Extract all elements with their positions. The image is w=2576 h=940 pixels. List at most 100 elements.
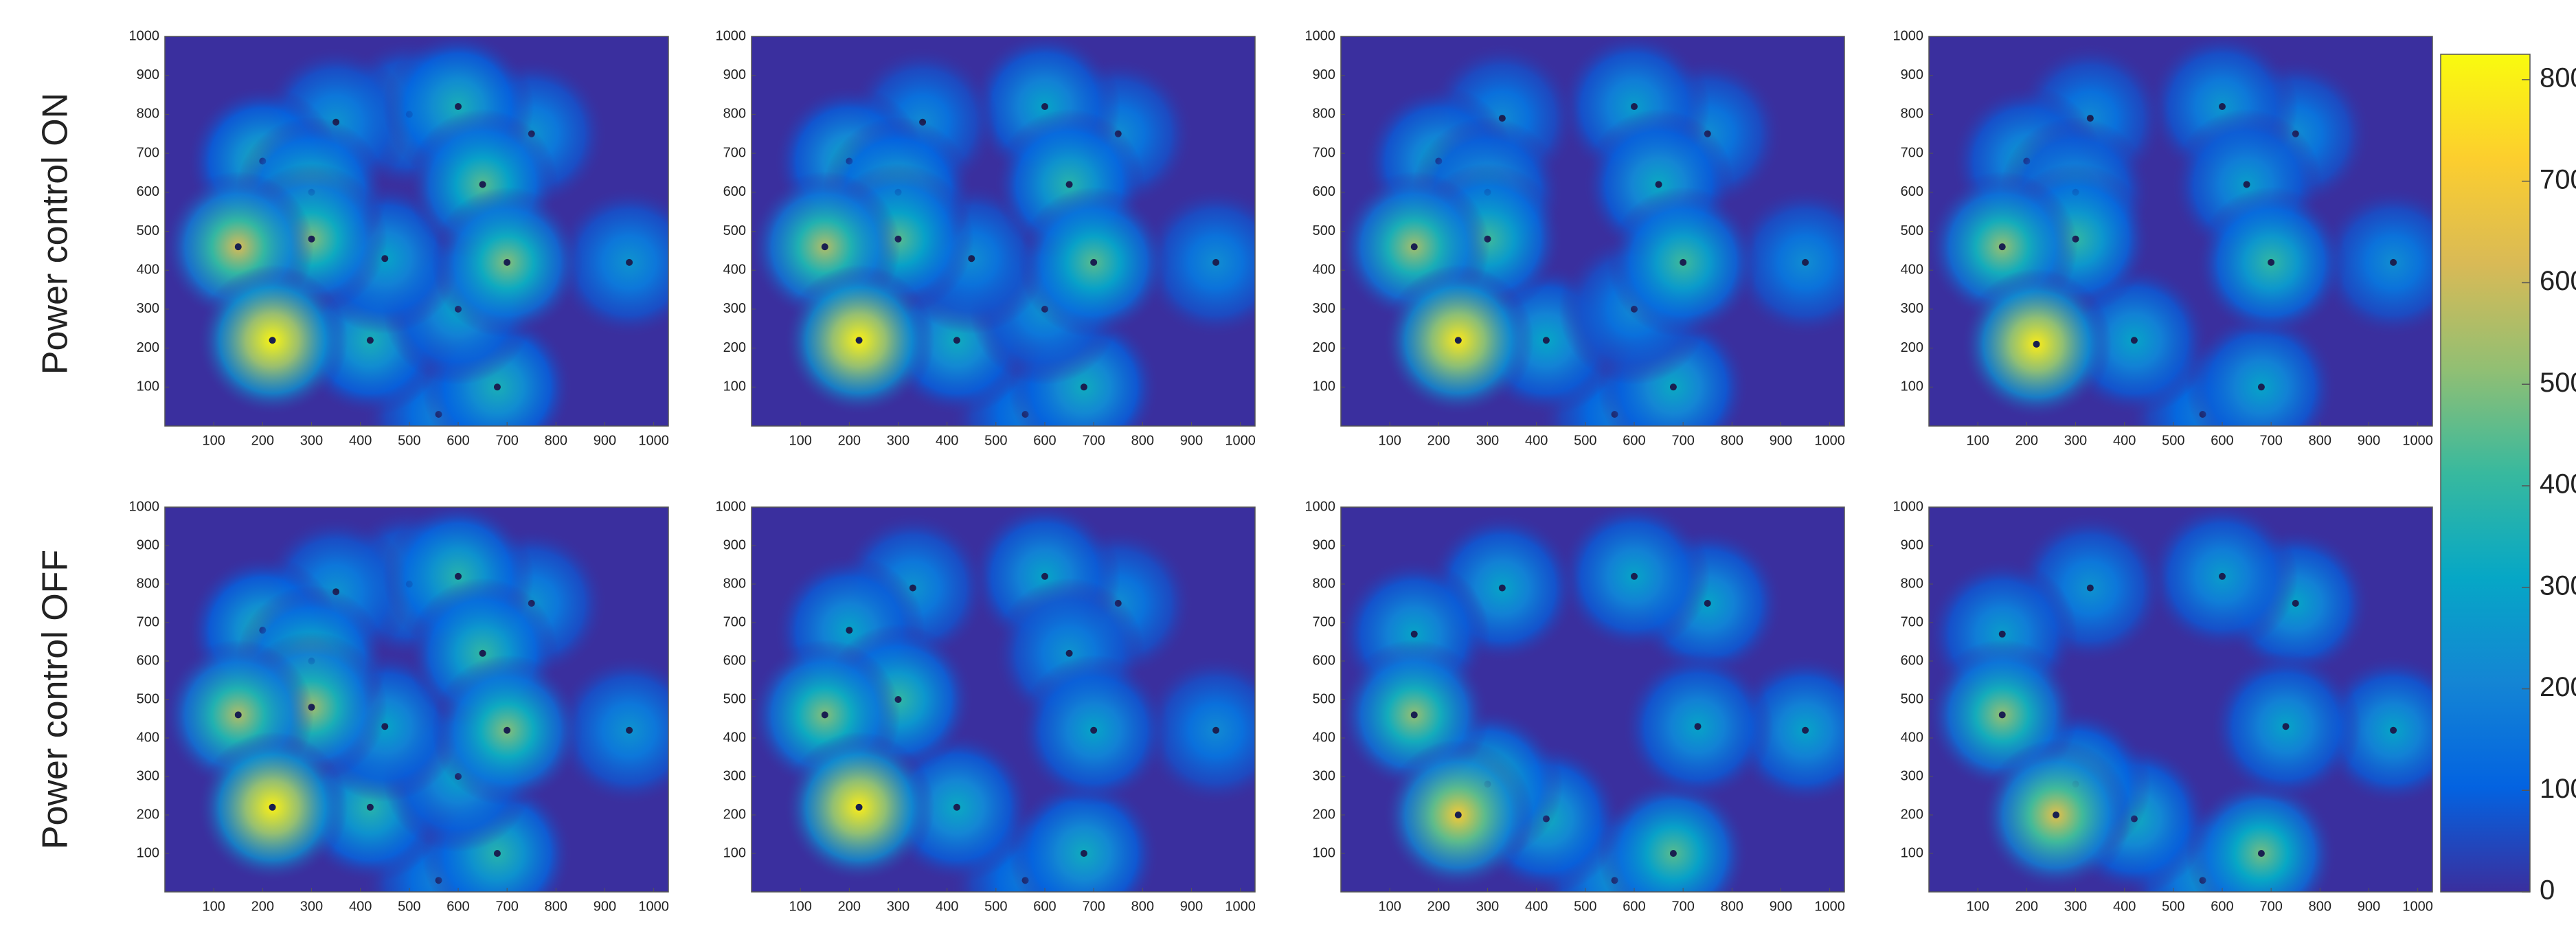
- x-tick-label: 100: [1966, 433, 1989, 448]
- node-dot: [1998, 630, 2006, 638]
- x-tick-label: 700: [2259, 433, 2282, 448]
- x-tick-label: 200: [838, 433, 861, 448]
- y-tick-label: 100: [723, 845, 746, 860]
- y-tick-label: 700: [1313, 145, 1335, 160]
- x-tick-label: 700: [1082, 899, 1105, 914]
- x-tick-label: 600: [1033, 433, 1056, 448]
- x-tick-label: 900: [2358, 433, 2380, 448]
- y-tick-label: 700: [1313, 614, 1335, 629]
- node-dot: [1410, 630, 1418, 638]
- node-dot: [269, 337, 276, 344]
- y-tick-label: 500: [1313, 691, 1335, 706]
- node-dot: [2257, 383, 2265, 391]
- hotspots: [165, 36, 668, 426]
- y-tick-label: 800: [723, 107, 746, 122]
- hotspot: [1598, 778, 1749, 892]
- hotspot: [1140, 654, 1255, 806]
- x-tick-label: 500: [2162, 433, 2184, 448]
- colorbar-tick-label: 200: [2540, 672, 2576, 702]
- x-tick-label: 1000: [1814, 433, 1845, 448]
- x-tick-label: 400: [1525, 433, 1548, 448]
- y-tick-label: 100: [137, 845, 159, 860]
- node-dot: [2218, 572, 2226, 580]
- x-tick-label: 700: [2259, 899, 2282, 914]
- node-dot: [821, 243, 828, 251]
- node-dot: [1454, 812, 1462, 818]
- y-tick-label: 100: [1313, 379, 1335, 394]
- node-dot: [1090, 258, 1098, 266]
- y-tick-label: 400: [1901, 262, 1923, 277]
- node-dot: [1655, 181, 1662, 188]
- x-tick-label: 500: [984, 433, 1007, 448]
- heatmap-panel: 100 200 300 400 500 600 700 800 900 1000 100 200 300…: [716, 499, 1256, 914]
- y-tick-label: 900: [1313, 67, 1335, 82]
- node-dot: [1542, 337, 1550, 344]
- y-tick-label: 900: [137, 537, 159, 552]
- node-dot: [2390, 726, 2397, 734]
- node-dot: [2218, 103, 2226, 111]
- node-dot: [2268, 258, 2275, 266]
- y-tick-label: 400: [1313, 262, 1335, 277]
- node-dot: [504, 726, 511, 734]
- node-dot: [366, 337, 374, 344]
- node-dot: [1212, 726, 1220, 734]
- y-tick-label: 200: [1901, 807, 1923, 822]
- x-tick-label: 300: [1476, 433, 1499, 448]
- y-tick-label: 600: [137, 653, 159, 668]
- node-dot: [1669, 383, 1677, 391]
- x-tick-label: 500: [1574, 433, 1596, 448]
- x-tick-label: 600: [447, 899, 469, 914]
- x-tick-label: 800: [2309, 899, 2331, 914]
- colorbar-tick-label: 100: [2540, 774, 2576, 804]
- y-tick-label: 600: [1901, 184, 1923, 199]
- x-tick-label: 1000: [1225, 899, 1256, 914]
- y-tick-label: 1000: [716, 499, 747, 514]
- heatmap-panel: 100 200 300 400 500 600 700 800 900 1000 100 200 300…: [129, 499, 669, 914]
- heatmap-panel: 100 200 300 400 500 600 700 800 900 1000 100 200 300…: [129, 28, 669, 448]
- y-tick-label: 200: [137, 340, 159, 355]
- node-dot: [1410, 243, 1418, 251]
- y-tick-label: 500: [1901, 691, 1923, 706]
- x-tick-label: 600: [1623, 899, 1645, 914]
- y-tick-label: 300: [723, 768, 746, 783]
- hotspot: [1008, 778, 1160, 892]
- x-tick-label: 1000: [638, 899, 669, 914]
- node-dot: [1630, 572, 1638, 580]
- x-tick-label: 800: [2309, 433, 2331, 448]
- x-tick-label: 700: [495, 433, 518, 448]
- node-dot: [1802, 258, 1809, 266]
- x-tick-label: 100: [1378, 899, 1401, 914]
- y-tick-label: 400: [137, 262, 159, 277]
- colorbar-tick-label: 700: [2540, 164, 2576, 194]
- y-tick-label: 300: [137, 768, 159, 783]
- x-tick-label: 500: [398, 899, 420, 914]
- y-tick-label: 700: [1901, 614, 1923, 629]
- node-dot: [953, 337, 960, 344]
- node-dot: [953, 803, 960, 811]
- node-dot: [493, 850, 501, 857]
- y-tick-label: 900: [1313, 537, 1335, 552]
- node-dot: [2243, 181, 2250, 188]
- colorbar-tick-label: 800: [2540, 63, 2576, 93]
- y-tick-label: 500: [723, 223, 746, 238]
- heatmap-panel: 100 200 300 400 500 600 700 800 900 1000 100 200 300…: [1893, 28, 2433, 448]
- y-tick-label: 700: [1901, 145, 1923, 160]
- node-dot: [1065, 649, 1073, 657]
- hotspot: [1730, 186, 1844, 338]
- node-dot: [1212, 258, 1220, 266]
- node-dot: [2086, 584, 2094, 592]
- node-dot: [1410, 711, 1418, 719]
- y-tick-label: 1000: [129, 28, 160, 43]
- hotspots: [1929, 36, 2432, 426]
- x-tick-label: 700: [495, 899, 518, 914]
- node-dot: [2390, 258, 2397, 266]
- node-dot: [493, 383, 501, 391]
- y-tick-label: 600: [1313, 653, 1335, 668]
- y-tick-label: 1000: [1893, 499, 1924, 514]
- y-tick-label: 200: [1313, 340, 1335, 355]
- node-dot: [1454, 337, 1462, 344]
- x-tick-label: 400: [1525, 899, 1548, 914]
- node-dot: [454, 103, 462, 111]
- row-label: Power control ON: [36, 93, 76, 374]
